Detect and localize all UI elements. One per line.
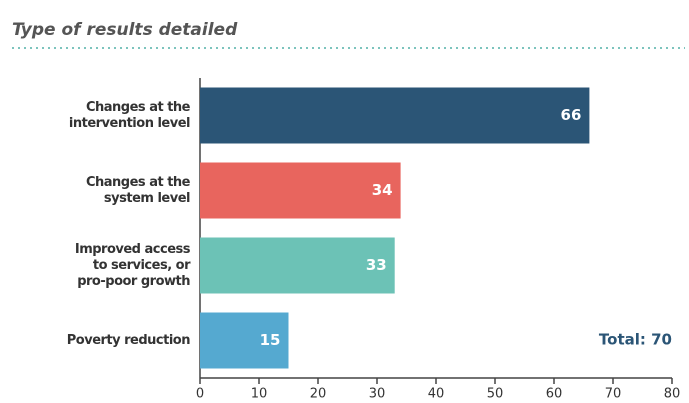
x-tick-label: 60 bbox=[546, 387, 563, 402]
y-tick-label: pro-poor growth bbox=[77, 274, 190, 289]
y-tick-label: Poverty reduction bbox=[67, 333, 190, 348]
y-tick-label: Improved access bbox=[75, 242, 191, 257]
bar bbox=[200, 312, 289, 369]
value-label: 34 bbox=[372, 181, 393, 199]
chart-title: Type of results detailed bbox=[12, 20, 238, 40]
annotation: Total: 70 bbox=[599, 331, 672, 349]
x-tick-label: 30 bbox=[369, 387, 386, 402]
x-tick-label: 40 bbox=[428, 387, 445, 402]
x-tick-label: 0 bbox=[196, 387, 204, 402]
value-label: 66 bbox=[561, 106, 582, 124]
x-tick-label: 10 bbox=[251, 387, 268, 402]
value-label: 33 bbox=[366, 256, 387, 274]
x-tick-label: 50 bbox=[487, 387, 504, 402]
x-tick-label: 80 bbox=[664, 387, 681, 402]
x-tick-label: 70 bbox=[605, 387, 622, 402]
y-tick-label: Changes at the bbox=[86, 175, 191, 190]
value-label: 15 bbox=[260, 331, 281, 349]
x-tick-label: 20 bbox=[310, 387, 327, 402]
bar bbox=[200, 237, 395, 294]
y-tick-label: Changes at the bbox=[86, 100, 191, 115]
y-tick-label: intervention level bbox=[69, 116, 190, 131]
bar bbox=[200, 162, 401, 219]
y-tick-label: system level bbox=[104, 191, 190, 206]
y-tick-label: to services, or bbox=[93, 258, 191, 273]
bar bbox=[200, 87, 590, 144]
